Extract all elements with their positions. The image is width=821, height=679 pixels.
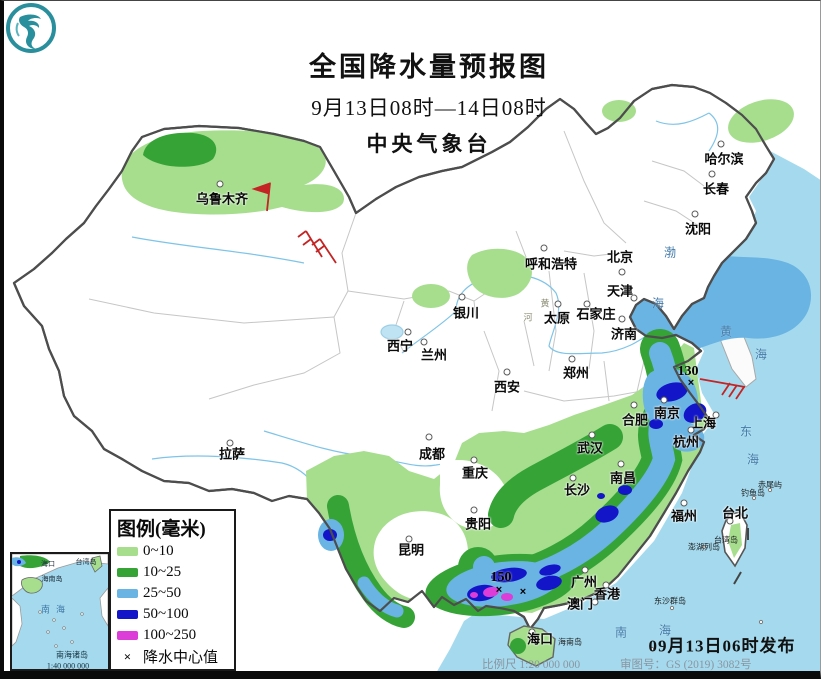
legend-rows: 0~10 10~25 25~50 50~100 100~250 × 降水中心值 bbox=[117, 541, 229, 667]
valid-period: 9月13日08时—14日08时 bbox=[311, 96, 547, 120]
legend-row: 0~10 bbox=[117, 541, 229, 562]
wind-barb-icon bbox=[311, 238, 337, 264]
map-scale: 比例尺 1:20 000 000 bbox=[482, 659, 581, 671]
legend-range-label: 0~10 bbox=[143, 543, 174, 559]
wind-symbols bbox=[251, 182, 746, 400]
legend-box: 图例(毫米) 0~10 10~25 25~50 50~100 100~250 × 降水中心值 bbox=[109, 509, 236, 671]
legend-range-label: 25~50 bbox=[143, 585, 182, 601]
issue-time: 09月13日06时发布 bbox=[648, 636, 796, 656]
page-title: 全国降水量预报图 bbox=[309, 52, 549, 82]
map-header: 全国降水量预报图 9月13日08时—14日08时 中央气象台 bbox=[244, 45, 614, 158]
legend-title: 图例(毫米) bbox=[117, 519, 206, 540]
legend-swatch bbox=[117, 568, 138, 577]
precip-100-250 bbox=[470, 586, 513, 601]
legend-swatch bbox=[117, 631, 138, 640]
center-marker-icon: × bbox=[123, 648, 132, 664]
wind-barb-icon bbox=[699, 378, 746, 400]
legend-row: 100~250 bbox=[117, 625, 229, 646]
legend-swatch bbox=[117, 547, 138, 556]
south-china-sea-inset: 海口 海南岛 台湾岛 南海 南海诸岛 1:40 000 000 bbox=[10, 552, 110, 671]
legend-center-row: × 降水中心值 bbox=[117, 646, 229, 667]
trench-marks bbox=[733, 528, 749, 585]
legend-range-label: 10~25 bbox=[143, 564, 182, 580]
china-precipitation-map bbox=[12, 83, 820, 671]
agency-logo bbox=[6, 3, 56, 53]
map-approval-number: 审图号：GS (2019) 3082号 bbox=[620, 659, 752, 671]
inset-map-graphic bbox=[12, 554, 108, 648]
legend-swatch bbox=[117, 610, 138, 619]
legend-swatch bbox=[117, 589, 138, 598]
legend-range-label: 100~250 bbox=[143, 627, 197, 643]
national-border bbox=[12, 83, 776, 631]
legend-row: 25~50 bbox=[117, 583, 229, 604]
hainan-precip-10-25 bbox=[510, 638, 526, 654]
legend-row: 50~100 bbox=[117, 604, 229, 625]
taiwan-precip-0-10 bbox=[728, 523, 742, 558]
gale-flag-icon bbox=[251, 182, 271, 195]
agency-name: 中央气象台 bbox=[366, 132, 492, 156]
legend-row: 10~25 bbox=[117, 562, 229, 583]
small-islands bbox=[649, 487, 773, 652]
center-marker-label: 降水中心值 bbox=[143, 650, 219, 666]
legend-range-label: 50~100 bbox=[143, 606, 189, 622]
